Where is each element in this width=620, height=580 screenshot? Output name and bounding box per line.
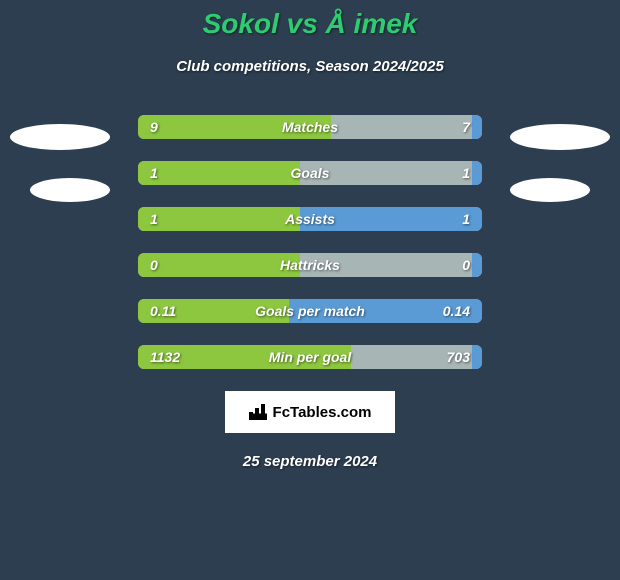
stat-value-right: 0 [462,257,470,273]
stat-value-right: 703 [447,349,470,365]
stat-value-right: 0.14 [443,303,470,319]
decoration-ellipse-left-2 [30,178,110,202]
decoration-ellipse-right-2 [510,178,590,202]
logo-text: FcTables.com [273,404,372,421]
stat-value-left: 9 [150,119,158,135]
stat-row-goals-per-match: 0.11 Goals per match 0.14 [138,299,482,323]
stat-row-assists: 1 Assists 1 [138,207,482,231]
page-title: Sokol vs Å imek [0,0,620,40]
decoration-ellipse-left-1 [10,124,110,150]
stat-value-left: 1132 [150,349,180,365]
stat-label: Hattricks [280,257,340,273]
stat-fill-left [138,253,300,277]
date-text: 25 september 2024 [0,453,620,470]
stat-value-left: 0.11 [150,303,176,319]
stat-row-matches: 9 Matches 7 [138,115,482,139]
page-subtitle: Club competitions, Season 2024/2025 [0,58,620,75]
stat-value-left: 1 [150,165,158,181]
stat-value-right: 7 [462,119,470,135]
stat-fill-right [472,345,482,369]
stat-value-right: 1 [462,165,470,181]
logo-box[interactable]: FcTables.com [225,391,395,433]
stat-row-min-per-goal: 1132 Min per goal 703 [138,345,482,369]
chart-icon [249,404,267,420]
stat-label: Matches [282,119,338,135]
stat-fill-left [138,161,300,185]
stat-fill-right [472,161,482,185]
stat-fill-left [138,207,300,231]
stat-value-left: 0 [150,257,158,273]
stat-label: Goals [291,165,330,181]
stat-row-goals: 1 Goals 1 [138,161,482,185]
stat-label: Assists [285,211,335,227]
decoration-ellipse-right-1 [510,124,610,150]
stat-row-hattricks: 0 Hattricks 0 [138,253,482,277]
stat-value-right: 1 [462,211,470,227]
stats-container: 9 Matches 7 1 Goals 1 1 Assists 1 0 Hatt… [138,115,482,369]
stat-label: Goals per match [255,303,365,319]
stat-fill-right [472,253,482,277]
stat-label: Min per goal [269,349,351,365]
stat-value-left: 1 [150,211,158,227]
stat-fill-right [472,115,482,139]
